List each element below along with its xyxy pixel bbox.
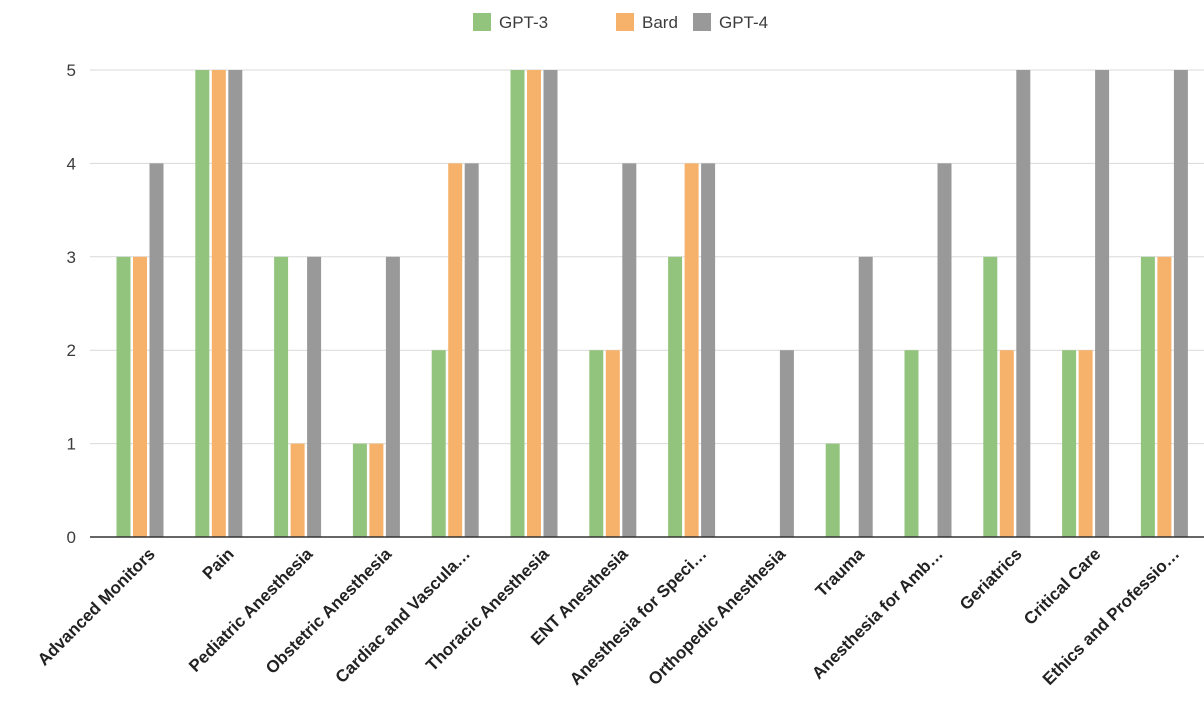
- x-tick-label: Anesthesia for Speci…: [566, 544, 710, 688]
- bar-bard: [290, 443, 305, 537]
- x-tick-label: Anesthesia for Amb…: [808, 544, 947, 683]
- y-tick-label: 2: [67, 341, 76, 360]
- y-tick-label: 0: [67, 528, 76, 547]
- bar-gpt-4: [1016, 70, 1031, 537]
- bar-gpt-4: [701, 163, 716, 537]
- bar-gpt-3: [195, 70, 210, 537]
- x-tick-label: Geriatrics: [956, 544, 1026, 614]
- bar-gpt-4: [779, 350, 794, 537]
- x-tick-label: Orthopedic Anesthesia: [645, 544, 790, 689]
- bar-gpt-4: [937, 163, 952, 537]
- legend-item: GPT-3: [473, 13, 548, 32]
- legend-label: GPT-4: [719, 13, 768, 32]
- y-tick-label: 1: [67, 435, 76, 454]
- bar-gpt-4: [464, 163, 479, 537]
- legend-swatch: [473, 13, 491, 31]
- y-tick-label: 5: [67, 61, 76, 80]
- legend-item: Bard: [616, 13, 678, 32]
- bar-gpt-4: [543, 70, 558, 537]
- bar-gpt-3: [510, 70, 525, 537]
- bar-gpt-3: [1140, 256, 1155, 537]
- bar-bard: [527, 70, 541, 537]
- bar-gpt-3: [1062, 350, 1077, 537]
- x-tick-label: Cardiac and Vascula…: [332, 544, 474, 686]
- y-tick-label: 4: [67, 154, 76, 173]
- y-tick-label: 3: [67, 248, 76, 267]
- legend-swatch: [616, 13, 634, 31]
- bar-gpt-3: [825, 443, 840, 537]
- bar-gpt-4: [1173, 70, 1188, 537]
- bar-gpt-4: [622, 163, 637, 537]
- bar-gpt-4: [307, 256, 322, 537]
- bar-gpt-4: [385, 256, 400, 537]
- bar-gpt-3: [589, 350, 604, 537]
- bar-gpt-3: [431, 350, 446, 537]
- bar-bard: [1157, 256, 1172, 537]
- bar-gpt-3: [274, 256, 289, 537]
- bar-gpt-4: [228, 70, 243, 537]
- x-tick-label: Trauma: [812, 544, 869, 601]
- gridlines: [90, 69, 1204, 445]
- x-tick-label: Pain: [199, 544, 238, 583]
- bar-bard: [211, 70, 226, 537]
- legend: GPT-3 Bard GPT-4: [473, 13, 768, 32]
- legend-swatch: [693, 13, 711, 31]
- bar-bard: [684, 163, 699, 537]
- bar-gpt-4: [149, 163, 164, 537]
- bars: [116, 70, 1188, 537]
- bar-bard: [1078, 350, 1093, 537]
- bar-bard: [369, 443, 384, 537]
- bar-gpt-3: [116, 256, 131, 537]
- bar-bard: [605, 350, 620, 537]
- x-tick-label: Critical Care: [1020, 544, 1104, 628]
- bar-bard: [448, 163, 463, 537]
- bar-bard: [133, 256, 147, 537]
- bar-bard: [999, 350, 1014, 537]
- bar-gpt-3: [668, 256, 683, 537]
- y-axis: 0 1 2 3 4 5: [67, 61, 76, 547]
- legend-label: GPT-3: [499, 13, 548, 32]
- bar-gpt-3: [352, 443, 367, 537]
- x-tick-label: Advanced Monitors: [34, 544, 159, 669]
- legend-item: GPT-4: [693, 13, 768, 32]
- legend-label: Bard: [642, 13, 678, 32]
- bar-gpt-3: [983, 256, 998, 537]
- x-tick-label: Ethics and Professio…: [1039, 544, 1183, 688]
- bar-gpt-4: [1095, 70, 1110, 537]
- bar-gpt-4: [858, 256, 873, 537]
- bar-gpt-3: [904, 350, 919, 537]
